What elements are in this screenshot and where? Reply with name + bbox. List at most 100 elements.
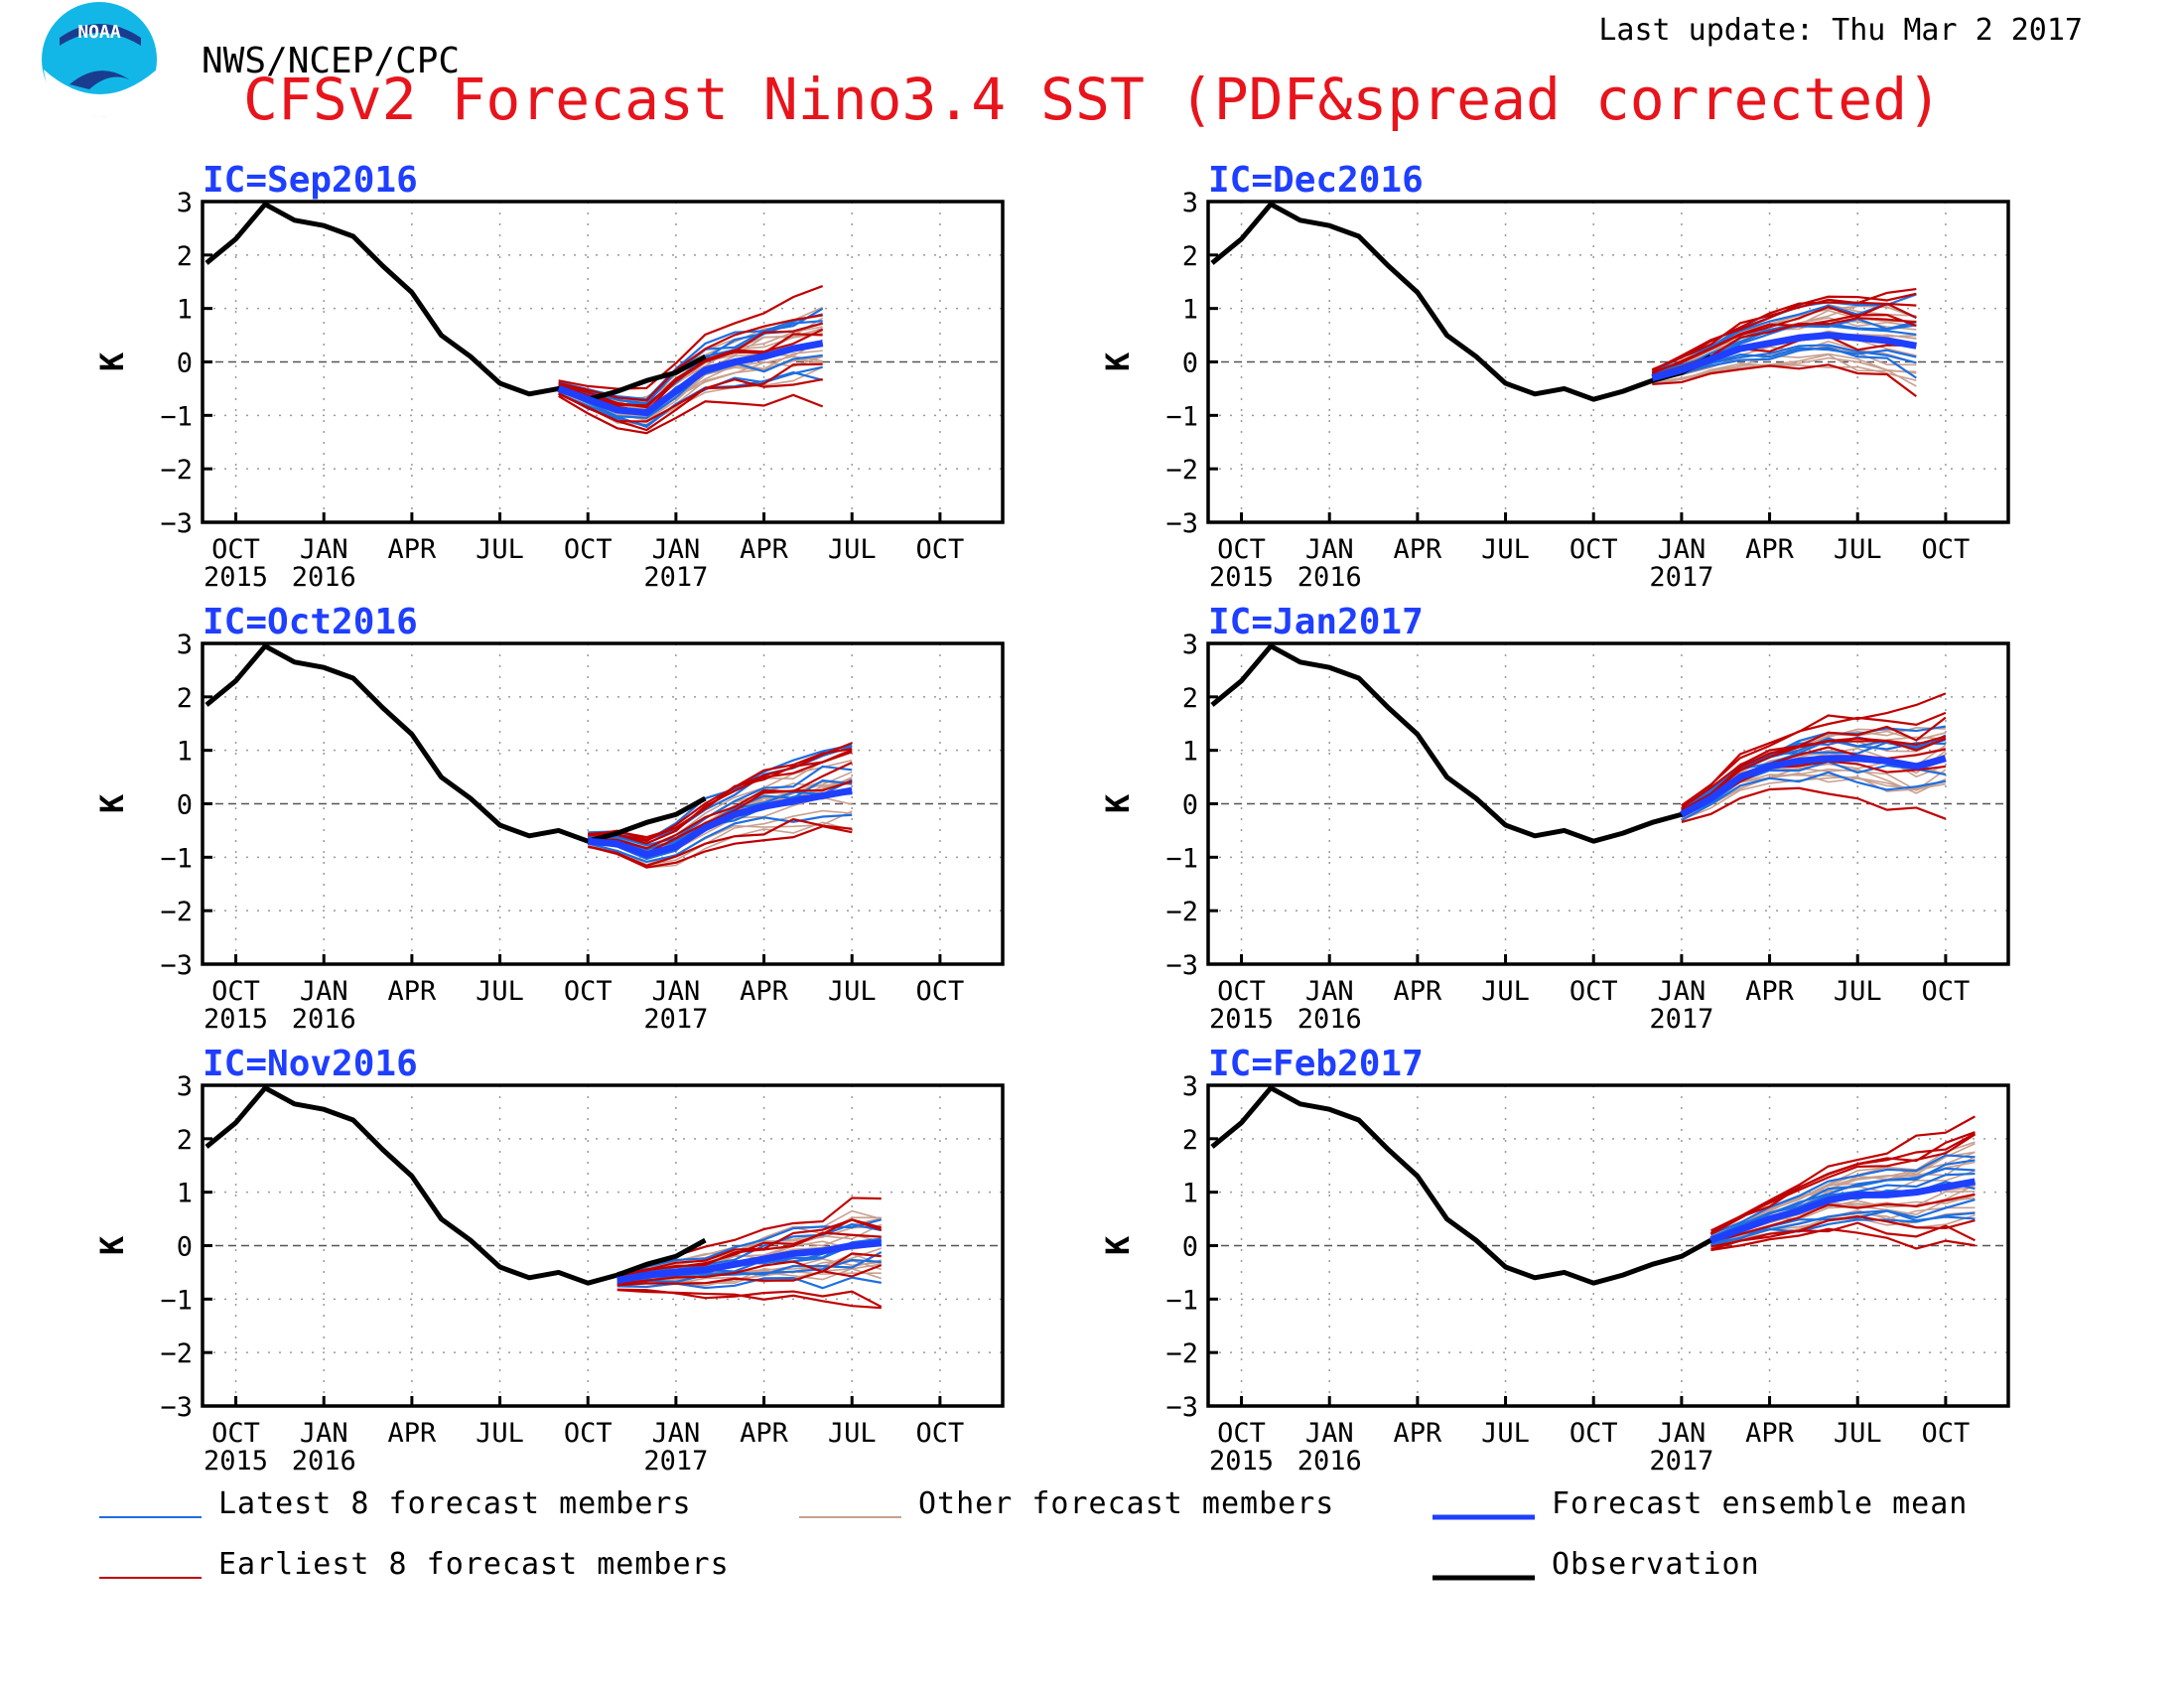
earliest-member-line xyxy=(1710,1193,1976,1243)
earliest-member-line xyxy=(588,751,853,841)
y-tick-label: 2 xyxy=(1182,1125,1198,1156)
legend: Latest 8 forecast members Other forecast … xyxy=(99,1486,1968,1582)
y-tick-label: 3 xyxy=(177,630,193,660)
x-tick-label: JUL xyxy=(828,1418,877,1449)
other-member-line xyxy=(1710,1212,1976,1248)
plot-frame xyxy=(201,1083,1005,1408)
x-tick-label: APR xyxy=(1393,534,1442,565)
x-year-label: 2016 xyxy=(1297,562,1362,593)
legend-label-mean: Forecast ensemble mean xyxy=(1552,1486,1968,1521)
x-tick-label: OCT xyxy=(211,534,260,565)
observation-line xyxy=(205,643,707,844)
observation-line xyxy=(1210,202,1712,402)
x-tick-label: JUL xyxy=(1834,976,1882,1007)
x-tick-label: JAN xyxy=(1657,534,1706,565)
y-tick-label: 3 xyxy=(1182,630,1198,660)
plot-frame xyxy=(1206,641,2010,966)
latest-member-line xyxy=(1710,1172,1976,1239)
y-tick-label: −2 xyxy=(1165,897,1198,927)
panel-title: IC=Feb2017 xyxy=(1208,1044,1424,1084)
ensemble-mean-line xyxy=(587,786,853,859)
y-tick-label: −1 xyxy=(1165,1285,1198,1316)
ensemble-mean-line xyxy=(1651,332,1917,382)
other-member-line xyxy=(1710,1151,1976,1239)
earliest-member-line xyxy=(1651,301,1917,371)
y-tick-label: 0 xyxy=(177,790,193,821)
x-tick-label: APR xyxy=(1745,534,1795,565)
panel-title: IC=Oct2016 xyxy=(203,602,418,642)
x-year-label: 2017 xyxy=(1649,562,1713,593)
y-tick-label: −2 xyxy=(1165,1338,1198,1369)
x-tick-label: JAN xyxy=(300,1418,348,1449)
plot-frame xyxy=(201,641,1005,966)
panel-ic-sep2016: IC=Sep2016 3 2 1 0 −1 −2 −3 K OCT JAN APR JUL OCT JAN A… xyxy=(93,160,1005,593)
y-tick-label: 0 xyxy=(1182,349,1198,379)
y-tick-label: 1 xyxy=(1182,1179,1198,1209)
y-tick-label: −2 xyxy=(160,1338,193,1369)
y-axis-label: K xyxy=(93,352,131,371)
other-member-line xyxy=(1710,1142,1976,1236)
y-tick-label: 2 xyxy=(177,683,193,714)
earliest-member-line xyxy=(1681,692,1947,807)
x-tick-label: JAN xyxy=(300,976,348,1007)
y-axis-label: K xyxy=(93,1235,131,1255)
y-tick-label: 2 xyxy=(177,1125,193,1156)
y-tick-label: −3 xyxy=(1165,1392,1198,1423)
x-year-label: 2016 xyxy=(292,562,356,593)
x-tick-label: APR xyxy=(387,1418,437,1449)
y-tick-label: −2 xyxy=(160,897,193,927)
panel-title: IC=Sep2016 xyxy=(203,160,418,201)
y-tick-label: 1 xyxy=(177,1179,193,1209)
plot-frame xyxy=(1206,1083,2010,1408)
observation-line xyxy=(1210,643,1712,844)
y-tick-label: −3 xyxy=(1165,950,1198,981)
earliest-member-line xyxy=(1710,1227,1976,1252)
x-tick-label: JUL xyxy=(476,1418,524,1449)
logo-text: NOAA xyxy=(77,22,121,43)
ensemble-mean-line xyxy=(616,1239,883,1284)
latest-member-line xyxy=(1710,1198,1976,1247)
x-tick-label: OCT xyxy=(211,1418,260,1449)
x-year-label: 2015 xyxy=(1209,1446,1274,1477)
x-year-label: 2015 xyxy=(1209,1004,1274,1035)
x-tick-label: OCT xyxy=(564,1418,613,1449)
x-tick-label: OCT xyxy=(564,976,613,1007)
x-tick-label: APR xyxy=(1745,1418,1795,1449)
earliest-member-line xyxy=(1710,1221,1976,1251)
x-tick-label: OCT xyxy=(915,1418,964,1449)
observation-line xyxy=(205,1085,707,1286)
earliest-member-line xyxy=(558,362,823,423)
latest-member-line xyxy=(1652,347,1917,384)
y-tick-label: 3 xyxy=(1182,188,1198,218)
latest-member-line xyxy=(1710,1211,1976,1247)
observation-line xyxy=(205,202,707,402)
x-year-label: 2016 xyxy=(1297,1446,1362,1477)
y-tick-label: −2 xyxy=(160,455,193,486)
y-tick-label: 0 xyxy=(177,1232,193,1263)
x-tick-label: JUL xyxy=(1481,1418,1530,1449)
x-tick-label: JUL xyxy=(828,534,877,565)
x-tick-label: APR xyxy=(740,1418,789,1449)
earliest-member-line xyxy=(588,761,853,850)
earliest-member-line xyxy=(1710,1214,1976,1248)
plot-frame xyxy=(1206,200,2010,524)
y-tick-label: −1 xyxy=(1165,843,1198,874)
legend-label-earliest: Earliest 8 forecast members xyxy=(218,1547,730,1582)
x-tick-label: JUL xyxy=(476,976,524,1007)
earliest-member-line xyxy=(588,742,853,843)
earliest-member-line xyxy=(1681,716,1947,809)
plot-frame xyxy=(201,200,1005,524)
y-tick-label: 0 xyxy=(177,349,193,379)
x-tick-label: JAN xyxy=(300,534,348,565)
y-tick-label: −3 xyxy=(1165,508,1198,539)
x-tick-label: JAN xyxy=(651,1418,700,1449)
y-axis-label: K xyxy=(1099,1235,1137,1255)
page-title: CFSv2 Forecast Nino3.4 SST (PDF&spread c… xyxy=(243,66,1942,133)
panel-title: IC=Dec2016 xyxy=(1208,160,1424,201)
earliest-member-line xyxy=(1681,711,1947,807)
x-tick-label: APR xyxy=(1393,976,1442,1007)
x-tick-label: JUL xyxy=(1481,976,1530,1007)
x-tick-label: OCT xyxy=(915,534,964,565)
latest-member-line xyxy=(616,1276,882,1290)
